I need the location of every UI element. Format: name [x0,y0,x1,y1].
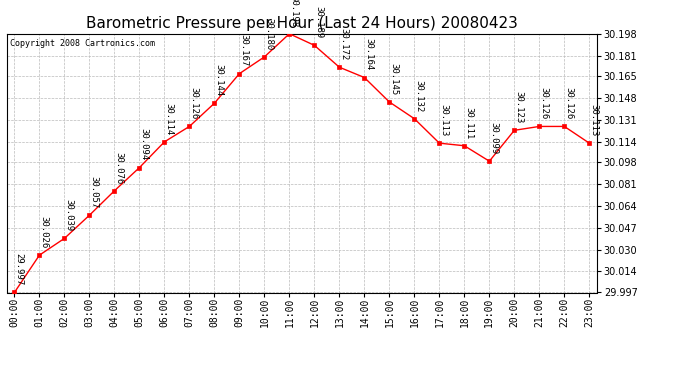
Text: 30.113: 30.113 [589,104,598,136]
Text: 30.126: 30.126 [189,87,198,120]
Title: Barometric Pressure per Hour (Last 24 Hours) 20080423: Barometric Pressure per Hour (Last 24 Ho… [86,16,518,31]
Text: 30.094: 30.094 [139,128,148,160]
Text: 30.099: 30.099 [489,122,498,154]
Text: 30.057: 30.057 [89,176,98,209]
Text: 30.144: 30.144 [214,64,223,96]
Text: 30.039: 30.039 [64,199,73,231]
Text: 30.164: 30.164 [364,38,373,70]
Text: 29.997: 29.997 [14,253,23,285]
Text: 30.126: 30.126 [539,87,548,120]
Text: 30.113: 30.113 [439,104,448,136]
Text: 30.145: 30.145 [389,63,398,95]
Text: 30.189: 30.189 [314,6,323,38]
Text: Copyright 2008 Cartronics.com: Copyright 2008 Cartronics.com [10,39,155,48]
Text: 30.076: 30.076 [114,152,123,184]
Text: 30.114: 30.114 [164,103,173,135]
Text: 30.123: 30.123 [514,91,523,123]
Text: 30.026: 30.026 [39,216,48,248]
Text: 30.180: 30.180 [264,18,273,50]
Text: 30.126: 30.126 [564,87,573,120]
Text: 30.198: 30.198 [289,0,298,27]
Text: 30.172: 30.172 [339,28,348,60]
Text: 30.111: 30.111 [464,106,473,139]
Text: 30.132: 30.132 [414,80,423,112]
Text: 30.167: 30.167 [239,34,248,67]
